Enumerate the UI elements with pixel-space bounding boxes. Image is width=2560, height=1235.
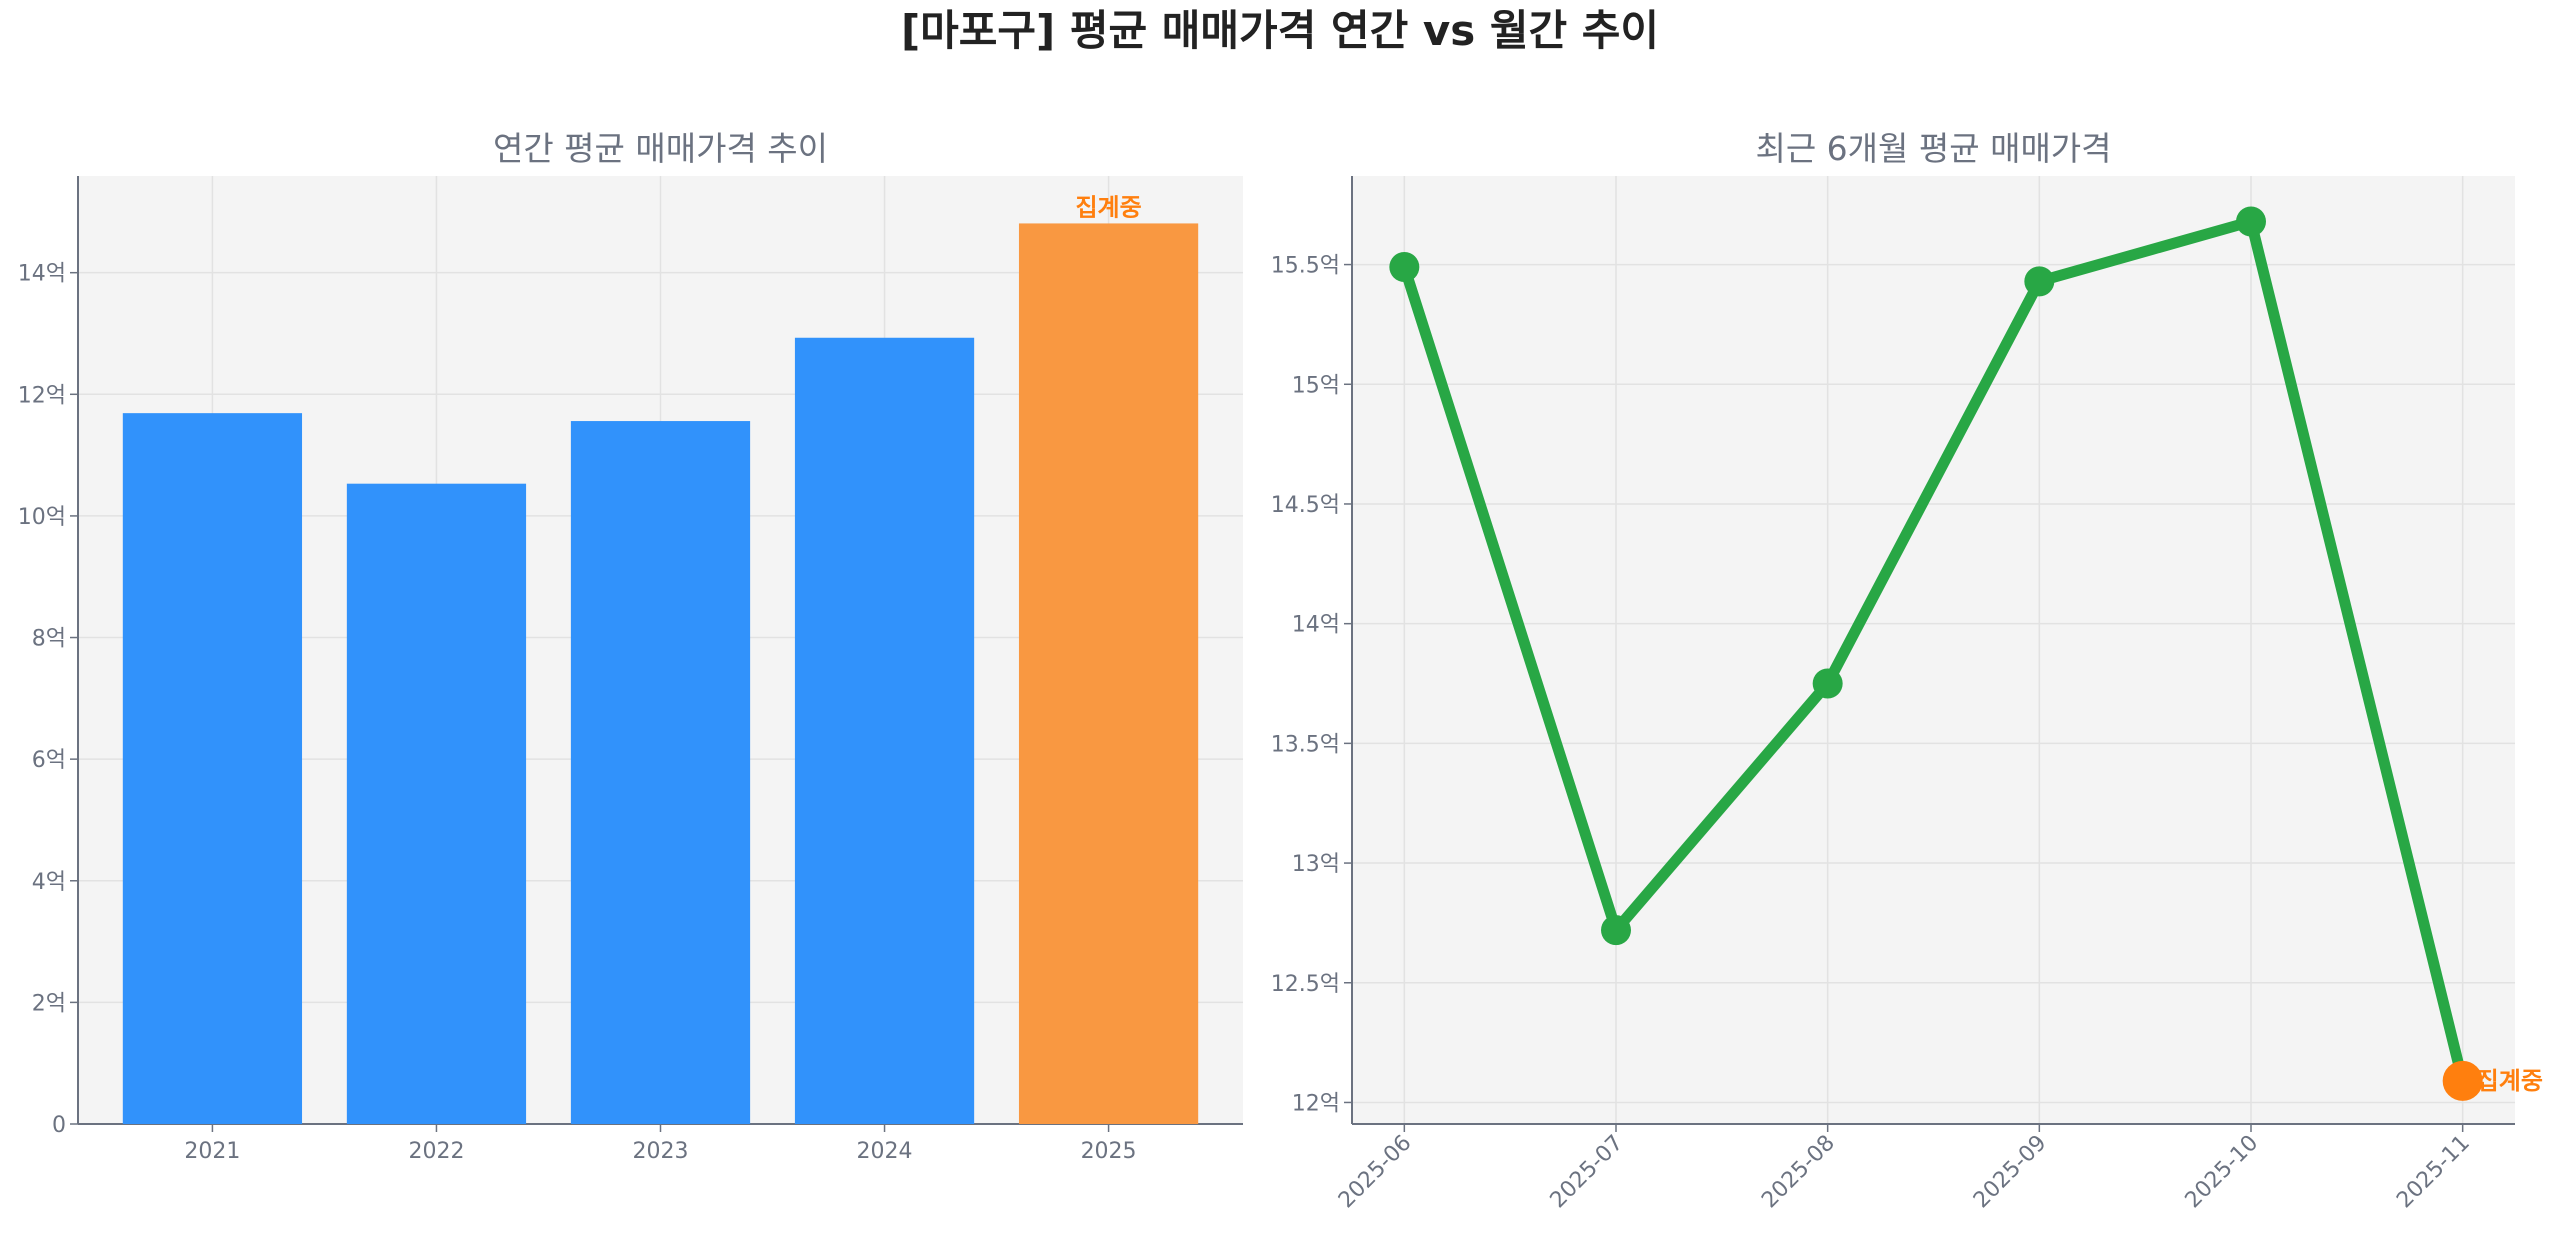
bar-2023 bbox=[570, 421, 751, 1124]
y-tick-label: 13.5억 bbox=[1271, 732, 1340, 757]
data-point-2025-06 bbox=[1389, 251, 1420, 282]
y-tick-label: 13억 bbox=[1292, 852, 1340, 877]
x-tick-label: 2025-08 bbox=[1757, 1131, 1840, 1214]
y-tick-label: 14.5억 bbox=[1271, 493, 1340, 518]
data-point-2025-11 bbox=[2442, 1060, 2483, 1101]
y-tick-label: 6억 bbox=[32, 748, 66, 773]
bar-2024 bbox=[794, 337, 975, 1124]
x-tick-label: 2021 bbox=[184, 1139, 240, 1164]
monthly-line-chart: 12억 12.5억 13억 13.5억 14억 14.5억 15억 15.5억 최근 6개월 평… bbox=[1271, 129, 2543, 1213]
bar-2025 bbox=[1018, 223, 1199, 1124]
y-tick-label: 14억 bbox=[18, 262, 66, 287]
x-tick-label: 2025-06 bbox=[1334, 1131, 1417, 1214]
x-tick-label: 2023 bbox=[633, 1139, 689, 1164]
data-point-2025-10 bbox=[2235, 206, 2266, 237]
y-tick-label: 12억 bbox=[18, 383, 66, 408]
annual-bar-chart: 0 2억 4억 6억 8억 10억 12억 14억 연간 평균 매매가격 추이 2021 2022 2… bbox=[18, 129, 1243, 1164]
x-tick-label: 2025-11 bbox=[2392, 1131, 2475, 1214]
bar-2021 bbox=[122, 413, 303, 1125]
x-tick-label: 2025-07 bbox=[1546, 1131, 1629, 1214]
subplot-title: 연간 평균 매매가격 추이 bbox=[493, 129, 828, 168]
plot-area bbox=[1352, 176, 2515, 1124]
partial-annotation: 집계중 bbox=[2477, 1067, 2543, 1095]
y-tick-label: 8억 bbox=[32, 627, 66, 652]
data-point-2025-08 bbox=[1812, 668, 1843, 699]
y-tick-label: 15억 bbox=[1292, 373, 1340, 398]
x-tick-label: 2022 bbox=[408, 1139, 464, 1164]
y-tick-label: 10억 bbox=[18, 505, 66, 530]
figure-title: [마포구] 평균 매매가격 연간 vs 월간 추이 bbox=[901, 6, 1659, 55]
y-tick-label: 15.5억 bbox=[1271, 254, 1340, 279]
x-tick-label: 2025-09 bbox=[1969, 1131, 2052, 1214]
data-point-2025-09 bbox=[2024, 266, 2055, 297]
x-tick-label: 2024 bbox=[857, 1139, 913, 1164]
y-tick-label: 4억 bbox=[32, 870, 66, 895]
y-tick-label: 0 bbox=[52, 1113, 66, 1138]
x-tick-label: 2025-10 bbox=[2181, 1131, 2264, 1214]
x-tick-label: 2025 bbox=[1081, 1139, 1137, 1164]
y-tick-label: 12억 bbox=[1292, 1091, 1340, 1116]
series-line bbox=[1399, 215, 2469, 1083]
y-tick-label: 14억 bbox=[1292, 613, 1340, 638]
y-tick-label: 2억 bbox=[32, 991, 66, 1016]
data-point-2025-07 bbox=[1601, 915, 1632, 946]
bar-2022 bbox=[346, 483, 527, 1124]
subplot-title: 최근 6개월 평균 매매가격 bbox=[1755, 129, 2111, 168]
partial-annotation: 집계중 bbox=[1075, 193, 1141, 221]
y-tick-label: 12.5억 bbox=[1271, 972, 1340, 997]
